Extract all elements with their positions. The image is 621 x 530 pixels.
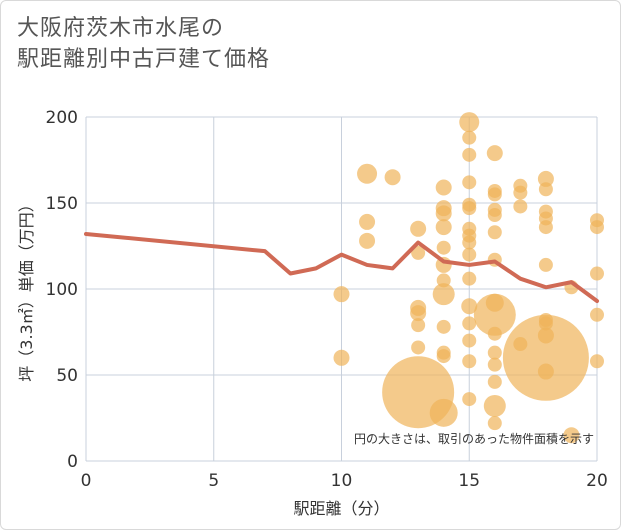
data-point: [537, 170, 554, 187]
data-point: [462, 201, 477, 216]
data-point: [359, 232, 376, 249]
data-point: [461, 298, 478, 315]
x-tick-label: 5: [208, 471, 219, 491]
chart-title-line1: 大阪府茨木市水尾の: [17, 16, 225, 41]
y-tick-label: 100: [46, 280, 78, 300]
data-point: [473, 293, 516, 336]
data-point: [462, 333, 477, 348]
data-point: [502, 314, 589, 401]
data-point: [590, 354, 604, 369]
data-point: [435, 219, 452, 236]
y-tick-label: 0: [67, 452, 78, 472]
data-point: [537, 327, 554, 344]
data-point: [513, 185, 528, 200]
data-point: [432, 283, 455, 306]
data-point: [487, 345, 502, 360]
data-point: [563, 427, 580, 444]
data-point: [333, 349, 350, 366]
data-point: [462, 354, 477, 369]
y-tick-label: 150: [46, 194, 78, 214]
data-point: [487, 225, 502, 240]
data-point: [462, 316, 477, 331]
data-point: [435, 205, 452, 222]
data-point: [436, 240, 451, 255]
x-tick-label: 0: [81, 471, 92, 491]
y-tick-label: 200: [46, 108, 78, 128]
data-point: [590, 220, 604, 235]
data-point: [436, 349, 451, 364]
data-point: [538, 316, 553, 331]
data-point: [513, 199, 528, 214]
x-tick-label: 20: [586, 471, 608, 491]
data-point: [333, 286, 350, 303]
data-point: [462, 235, 477, 250]
data-point: [538, 182, 553, 197]
data-point: [384, 169, 401, 186]
data-point: [435, 179, 452, 196]
data-point: [429, 398, 458, 427]
y-tick-label: 50: [56, 366, 78, 386]
data-point: [462, 247, 477, 262]
data-point: [436, 273, 451, 288]
data-point: [537, 363, 554, 380]
data-point: [410, 220, 427, 237]
data-point: [485, 293, 504, 312]
average-price-line: [84, 231, 599, 304]
data-point: [411, 318, 426, 333]
x-tick-label: 15: [458, 471, 480, 491]
data-point: [462, 271, 477, 286]
data-point: [513, 337, 528, 352]
data-point: [411, 245, 426, 260]
chart-title: 大阪府茨木市水尾の 駅距離別中古戸建て価格: [17, 13, 270, 75]
data-point: [487, 357, 502, 372]
data-point: [486, 145, 503, 162]
x-axis-title: 駅距離（分）: [293, 499, 389, 518]
data-point: [357, 163, 378, 184]
data-point: [487, 416, 502, 431]
data-point: [538, 257, 553, 272]
data-point: [487, 208, 502, 223]
data-point: [538, 220, 553, 235]
data-point: [462, 175, 477, 190]
data-point: [462, 147, 477, 162]
data-point: [459, 112, 480, 133]
x-tick-label: 10: [331, 471, 353, 491]
data-point: [487, 326, 502, 341]
data-point: [590, 266, 604, 281]
data-point: [483, 394, 506, 417]
chart-title-line2: 駅距離別中古戸建て価格: [17, 47, 271, 72]
data-point: [359, 213, 376, 230]
bubble-size-note: 円の大きさは、取引のあった物件面積を示す: [354, 431, 594, 446]
data-point: [487, 374, 502, 389]
data-point: [411, 340, 426, 355]
data-point: [436, 319, 451, 334]
data-point: [462, 392, 477, 407]
data-point: [410, 305, 427, 322]
data-point: [487, 187, 502, 202]
data-point: [462, 130, 477, 145]
data-point: [590, 307, 604, 322]
y-axis-title: 坪（3.3㎡）単価（万円）: [17, 196, 36, 381]
